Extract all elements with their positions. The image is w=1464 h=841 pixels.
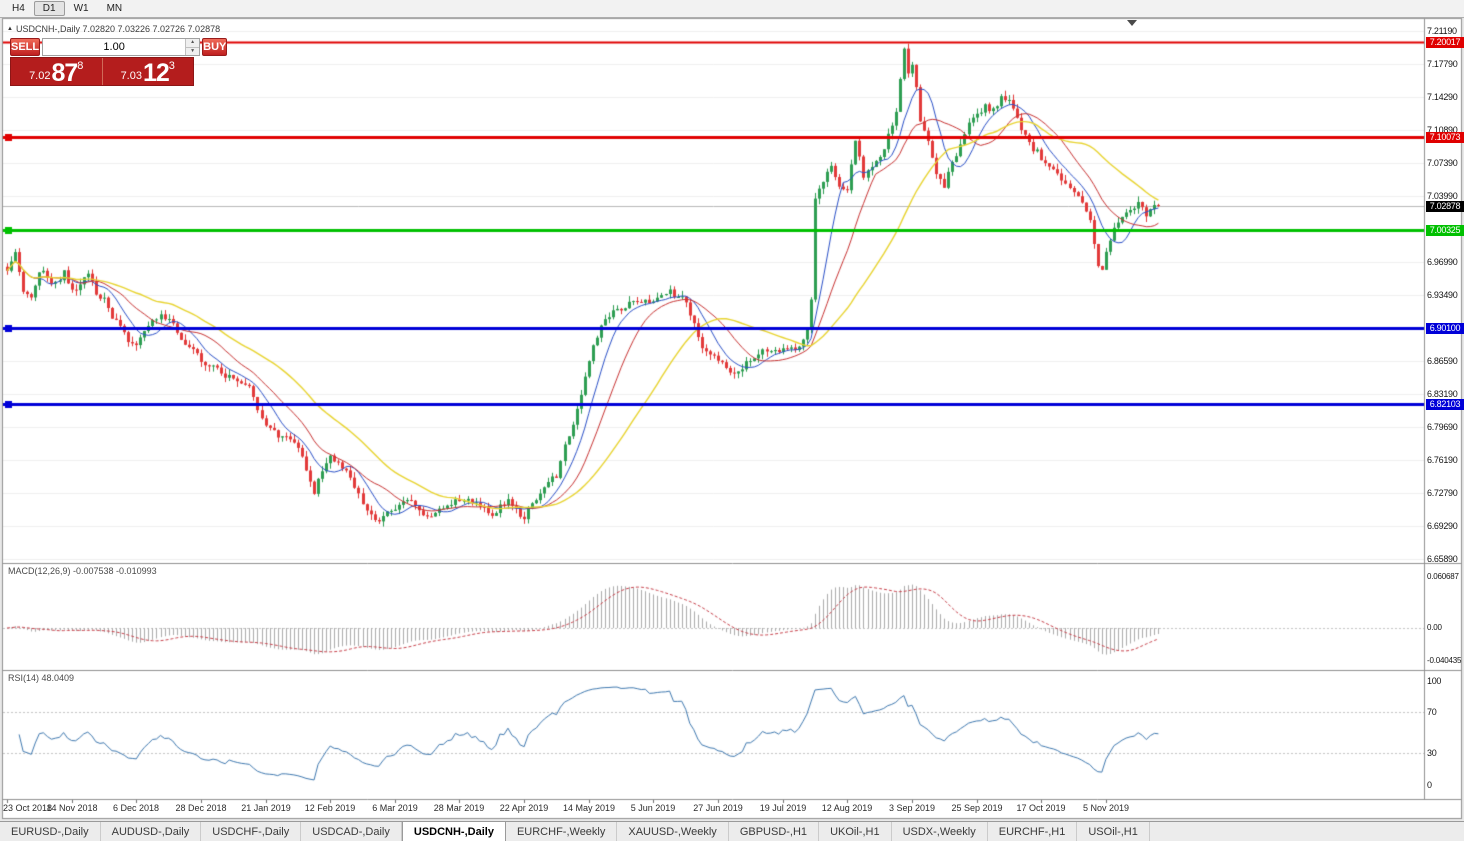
timeframe-mn-button[interactable]: MN	[98, 1, 132, 16]
time-axis-label: 5 Jun 2019	[630, 803, 676, 813]
time-axis-label: 12 Aug 2019	[821, 803, 873, 813]
price-level-badge: 7.00325	[1426, 225, 1464, 236]
chart-tab-usdx-weekly[interactable]: USDX-,Weekly	[892, 822, 988, 841]
volume-input[interactable]	[43, 39, 186, 55]
chart-tab-eurchf-h1[interactable]: EURCHF-,H1	[988, 822, 1078, 841]
rsi-scale-label: 30	[1427, 748, 1437, 758]
time-axis-label: 28 Dec 2018	[175, 803, 227, 813]
price-scale-label: 6.96990	[1427, 257, 1458, 267]
rsi-scale-label: 0	[1427, 780, 1432, 790]
buy-price-prefix: 7.03	[120, 70, 142, 82]
rsi-scale-label: 100	[1427, 676, 1442, 686]
price-scale-label: 7.21190	[1427, 26, 1457, 36]
volume-up-icon[interactable]: ▲	[186, 39, 200, 48]
timeframe-w1-button[interactable]: W1	[65, 1, 98, 16]
price-scale-label: 6.86590	[1427, 356, 1458, 366]
time-axis-label: 6 Dec 2018	[112, 803, 160, 813]
buy-button[interactable]: BUY	[202, 38, 228, 56]
time-axis-label: 22 Apr 2019	[499, 803, 549, 813]
price-scale-label: 7.17790	[1427, 59, 1458, 69]
price-level-badge: 6.82103	[1426, 399, 1464, 410]
current-price-badge: 7.02878	[1426, 201, 1464, 212]
time-axis-label: 19 Jul 2019	[759, 803, 807, 813]
price-level-badge: 7.20017	[1426, 37, 1464, 48]
chart-tab-audusd-daily[interactable]: AUDUSD-,Daily	[101, 822, 202, 841]
chart-ohlc-text: USDCNH-,Daily 7.02820 7.03226 7.02726 7.…	[15, 24, 221, 34]
macd-scale-label: 0.00	[1427, 623, 1442, 632]
price-scale-label: 6.83190	[1427, 389, 1458, 399]
chart-shift-marker-icon	[1127, 20, 1137, 26]
sell-price-sup: 8	[77, 60, 84, 72]
price-scale-label: 7.10890	[1427, 125, 1458, 135]
chart-tab-usdcnh-daily[interactable]: USDCNH-,Daily	[401, 822, 506, 841]
buy-price-display[interactable]: 7.03 12 3	[103, 58, 194, 87]
buy-price-sup: 3	[168, 60, 175, 72]
time-axis-label: 3 Sep 2019	[888, 803, 936, 813]
price-level-badge: 6.90100	[1426, 323, 1464, 334]
chart-collapse-icon: ▲	[7, 26, 13, 32]
chart-tab-eurusd-daily[interactable]: EURUSD-,Daily	[0, 822, 101, 841]
volume-field: ▲ ▼	[42, 38, 201, 56]
time-axis-label: 17 Oct 2019	[1016, 803, 1066, 813]
price-scale-label: 6.79690	[1427, 422, 1458, 432]
price-scale-label: 7.07390	[1427, 158, 1458, 168]
price-scale-label: 6.72790	[1427, 488, 1458, 498]
price-scale-label: 7.03990	[1427, 191, 1458, 201]
macd-scale-label: 0.060687	[1427, 572, 1459, 581]
macd-indicator-label: MACD(12,26,9) -0.007538 -0.010993	[8, 566, 157, 576]
price-scale-label: 6.76190	[1427, 455, 1458, 465]
time-axis-label: 21 Jan 2019	[241, 803, 291, 813]
price-scale-label: 6.93490	[1427, 290, 1458, 300]
time-axis-label: 6 Mar 2019	[372, 803, 418, 813]
price-level-badge: 7.10073	[1426, 132, 1464, 143]
time-axis-label: 27 Jun 2019	[693, 803, 743, 813]
chart-tab-bar: EURUSD-,Daily AUDUSD-,Daily USDCHF-,Daily U…	[0, 821, 1464, 841]
chart-tab-gbpusd-h1[interactable]: GBPUSD-,H1	[729, 822, 820, 841]
sell-price-big: 87	[51, 59, 78, 87]
chart-tab-ukoil-h1[interactable]: UKOil-,H1	[819, 822, 892, 841]
chart-tab-usdcad-daily[interactable]: USDCAD-,Daily	[301, 822, 402, 841]
time-axis-label: 28 Mar 2019	[433, 803, 485, 813]
time-axis-label: 25 Sep 2019	[951, 803, 1003, 813]
price-scale-label: 6.69290	[1427, 521, 1458, 531]
time-axis-label: 5 Nov 2019	[1082, 803, 1130, 813]
chart-ohlc-header: ▲ USDCNH-,Daily 7.02820 7.03226 7.02726 …	[7, 24, 220, 34]
sell-button[interactable]: SELL	[10, 38, 41, 56]
timeframe-d1-button[interactable]: D1	[33, 1, 65, 16]
time-axis-label: 23 Oct 2018	[3, 803, 53, 813]
macd-scale-label: -0.040435	[1427, 656, 1462, 665]
volume-spinner: ▲ ▼	[185, 39, 200, 55]
chart-tab-usdchf-daily[interactable]: USDCHF-,Daily	[201, 822, 302, 841]
chart-tab-eurchf-weekly[interactable]: EURCHF-,Weekly	[506, 822, 618, 841]
sell-price-display[interactable]: 7.02 87 8	[11, 58, 103, 87]
bid-ask-display: 7.02 87 8 7.03 12 3	[10, 57, 194, 86]
rsi-scale-label: 70	[1427, 707, 1437, 717]
time-axis-label: 14 Nov 2018	[46, 803, 98, 813]
time-axis-label: 14 May 2019	[562, 803, 616, 813]
timeframe-toolbar: H4 D1 W1 MN	[0, 0, 1464, 18]
price-scale-label: 7.14290	[1427, 92, 1458, 102]
rsi-indicator-label: RSI(14) 48.0409	[8, 673, 75, 683]
one-click-trading-panel: SELL ▲ ▼ BUY 7.02 87 8 7.03 12 3	[10, 38, 228, 86]
time-axis-label: 12 Feb 2019	[304, 803, 356, 813]
buy-price-big: 12	[142, 59, 170, 87]
price-scale-label: 6.65890	[1427, 554, 1458, 564]
chart-tab-xauusd-weekly[interactable]: XAUUSD-,Weekly	[617, 822, 729, 841]
chart-tab-usoil-h1[interactable]: USOil-,H1	[1077, 822, 1150, 841]
timeframe-h4-button[interactable]: H4	[3, 1, 34, 16]
sell-price-prefix: 7.02	[29, 70, 51, 82]
volume-down-icon[interactable]: ▼	[186, 47, 200, 55]
